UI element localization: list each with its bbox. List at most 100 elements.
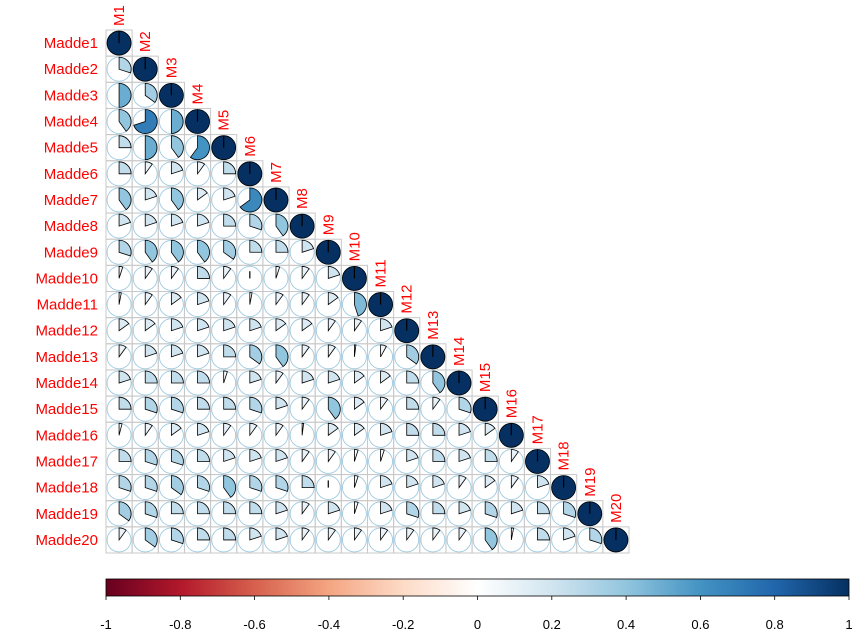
pie-slice [144,344,158,358]
pie-slice [170,187,184,211]
pie-slice [197,527,210,541]
pie-slice [118,82,132,108]
column-label: M13 [425,311,442,340]
pie-slice [249,344,263,365]
pie-slice [144,82,158,103]
row-label: Madde9 [44,244,98,261]
pie-slice [170,422,182,437]
row-label: Madde8 [44,218,98,235]
pie-slice [380,449,385,462]
pie-slice [354,292,367,317]
row-label: Madde7 [44,192,98,209]
pie-slice [118,161,132,175]
pie-slice [118,56,132,74]
pie-slice [223,501,237,515]
pie-slice [144,318,156,332]
pie-glyphs [106,30,629,553]
column-label: M19 [582,468,599,497]
column-label: M2 [137,31,154,52]
column-label: M10 [346,232,363,261]
pie-slice [354,318,363,332]
pie-slice [197,501,210,515]
pie-slice [118,449,132,462]
pie-slice [170,501,184,515]
grid-cell [602,526,630,554]
colorbar-tick-label: 1 [845,617,852,632]
pie-slice [144,396,158,414]
pie-slice [406,344,420,365]
pie-slice [275,318,287,332]
pie-slice [144,161,153,176]
row-label: Madde10 [35,270,98,287]
pie-slice [118,318,130,332]
pie-slice [170,292,182,306]
pie-slice [510,475,519,489]
pie-slice [354,527,363,542]
pie-slice [406,370,420,384]
pie-slice [275,344,289,368]
pie-slice [275,475,289,492]
column-label: M11 [373,259,390,287]
pie-slice [301,396,310,411]
pie-slice [275,266,281,279]
pie-slice [563,501,576,518]
pie-slice [354,501,359,514]
colorbar-tick-label: -0.2 [392,617,414,632]
row-label: Madde6 [44,166,98,183]
pie-slice [144,239,158,263]
column-label: M9 [320,214,337,235]
pie-slice [197,449,210,462]
pie-slice [223,396,237,410]
pie-slice [406,396,420,410]
pie-slice [354,370,365,384]
pie-slice [406,449,419,463]
column-label: M16 [503,389,520,418]
pie-slice [118,213,131,227]
pie-slice [118,187,132,211]
pie-slice [432,475,445,489]
row-label: Madde17 [35,453,98,470]
pie-slice [170,475,184,496]
pie-slice [170,318,184,332]
pie-slice [380,475,393,489]
pie-slice [327,449,336,463]
pie-slice [354,475,359,488]
pie-slice [563,527,576,541]
pie-slice [301,370,315,384]
pie-slice [170,135,184,158]
pie-slice [327,501,341,515]
pie-slice [458,396,472,414]
column-label: M6 [242,136,259,157]
pie-slice [144,292,153,306]
pie-slice [406,527,415,542]
pie-slice [197,161,206,176]
pie-slice [301,475,315,489]
pie-slice [118,266,124,279]
colorbar: -1 -0.8 -0.6 -0.4 -0.2 0 0.2 0.4 0.6 0.8 1 [100,578,853,632]
column-label: M7 [268,162,285,183]
pie-slice [301,527,310,542]
pie-slice [223,422,232,437]
column-label: M15 [477,363,494,392]
pie-slice [144,475,158,492]
row-label: Madde16 [35,427,98,444]
colorbar-tick-label: 0.2 [543,617,561,632]
pie-slice [510,527,515,540]
pie-slice [458,422,471,436]
row-label: Madde18 [35,480,98,497]
pie-slice [223,292,232,306]
pie-slice [301,292,310,306]
pie-slice [458,449,471,463]
pie-slice [432,501,446,515]
colorbar-tick-label: -0.6 [243,617,265,632]
pie-slice [301,266,310,280]
pie-slice [144,527,158,548]
pie-slice [144,422,153,437]
pie-slice [197,318,210,332]
pie-slice [406,501,420,518]
pie-slice [118,344,127,359]
pie-slice [197,396,210,410]
pie-slice [380,422,393,436]
pie-slice [197,239,210,263]
